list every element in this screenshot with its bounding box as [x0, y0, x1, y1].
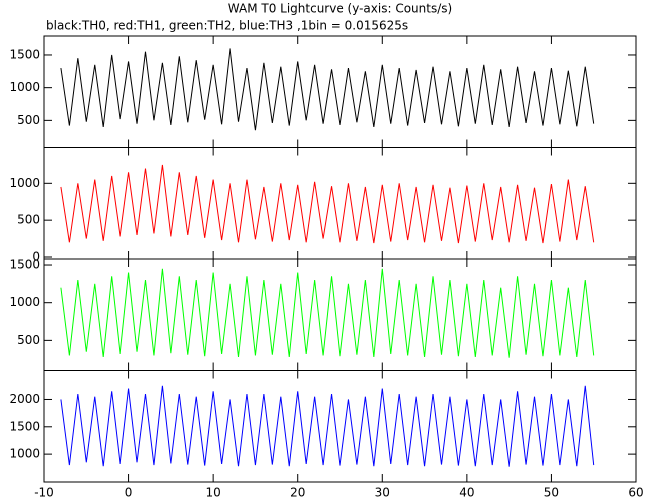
y-tick-label: 1500	[9, 47, 40, 61]
plot-frame	[43, 370, 637, 483]
y-tick-label: 1000	[9, 176, 40, 190]
data-line	[60, 164, 595, 244]
x-tick-label: 50	[544, 486, 559, 500]
x-tick-label: -10	[34, 486, 54, 500]
y-tick-label: 1500	[9, 258, 40, 272]
chart-subtitle: black:TH0, red:TH1, green:TH2, blue:TH3 …	[46, 19, 408, 33]
y-tick-label: 1500	[9, 419, 40, 433]
chart-title: WAM T0 Lightcurve (y-axis: Counts/s)	[228, 2, 452, 16]
y-tick-label: 500	[17, 213, 40, 227]
x-tick-label: 0	[125, 486, 133, 500]
y-tick-label: 500	[17, 333, 40, 347]
y-tick-label: 2000	[9, 392, 40, 406]
y-tick-label: 0	[32, 250, 40, 264]
x-tick-label: 40	[459, 486, 474, 500]
y-tick-label: 1000	[9, 447, 40, 461]
data-line	[60, 268, 595, 358]
x-tick-label: 10	[206, 486, 221, 500]
data-line	[60, 385, 595, 467]
x-tick-label: 20	[290, 486, 305, 500]
y-tick-label: 500	[17, 113, 40, 127]
y-tick-label: 1000	[9, 80, 40, 94]
y-tick-label: 1000	[9, 295, 40, 309]
data-line	[60, 48, 595, 131]
x-tick-label: 30	[375, 486, 390, 500]
x-tick-label: 60	[628, 486, 643, 500]
